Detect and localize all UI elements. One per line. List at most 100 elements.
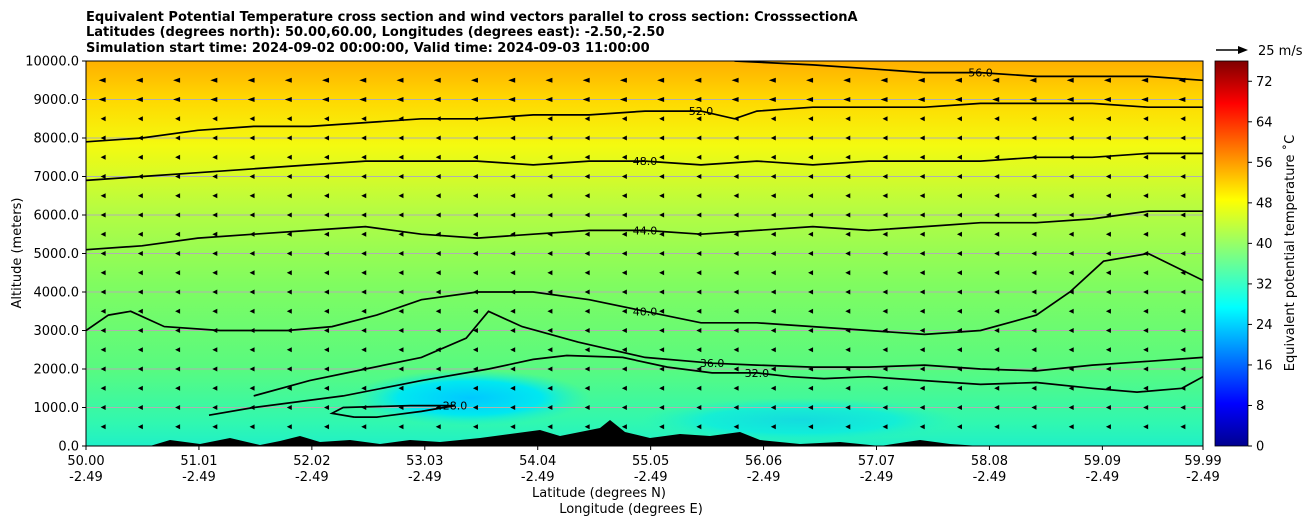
x-tick-label-longitude: -2.49 (747, 470, 781, 485)
wind-vector-icon (808, 251, 814, 256)
wind-vector-icon (733, 174, 739, 179)
contour-label: 56.0 (968, 67, 993, 80)
wind-vector-icon (770, 251, 776, 256)
wind-vector-icon (808, 270, 814, 276)
x-axis-label-latitude: Latitude (degrees N) (532, 486, 666, 501)
wind-vector-icon (322, 97, 330, 102)
wind-vector-icon (510, 174, 516, 179)
wind-vector-icon (584, 135, 590, 141)
wind-vector-icon (361, 385, 367, 391)
wind-vector-icon (435, 328, 441, 333)
wind-vector-icon (361, 251, 367, 256)
wind-vector-icon (1031, 251, 1037, 256)
wind-vector-icon (733, 328, 739, 333)
wind-vector-icon (398, 385, 404, 391)
y-tick-label: 0.0 (58, 440, 79, 455)
wind-vector-icon (1105, 251, 1111, 256)
contour-line (253, 310, 1203, 397)
wind-vector-icon (621, 231, 627, 237)
wind-vector-icon (733, 385, 739, 391)
wind-vector-icon (621, 154, 627, 160)
wind-vector-icon (547, 270, 553, 276)
wind-vector-icon (435, 308, 441, 314)
wind-vector-icon (956, 347, 962, 353)
wind-vector-icon (806, 77, 814, 83)
wind-vector-icon (659, 405, 665, 410)
wind-vector-icon (175, 154, 181, 160)
wind-vector-icon (992, 77, 1000, 83)
wind-vector-icon (621, 116, 627, 122)
wind-vector-icon (286, 347, 292, 353)
wind-vector-icon (286, 251, 292, 256)
wind-vector-icon (845, 174, 851, 179)
cold-core-region-2 (640, 398, 960, 442)
wind-vector-icon (659, 251, 665, 256)
wind-vector-icon (770, 116, 776, 122)
wind-vector-icon (994, 308, 1000, 314)
wind-vector-icon (547, 328, 553, 333)
wind-vector-icon (286, 366, 292, 372)
wind-vector-icon (621, 251, 627, 256)
wind-vector-icon (696, 308, 702, 314)
wind-vector-icon (324, 231, 330, 237)
wind-vector-icon (994, 135, 1000, 141)
wind-vector-icon (696, 212, 702, 218)
wind-vector-icon (510, 424, 516, 430)
wind-vector-icon (361, 308, 367, 314)
wind-vector-icon (361, 193, 367, 199)
wind-vector-icon (137, 308, 143, 314)
x-tick-label-latitude: 58.08 (971, 454, 1008, 469)
wind-vector-icon (696, 424, 702, 430)
wind-vector-icon (249, 347, 255, 353)
wind-vector-icon (1143, 347, 1149, 353)
wind-vector-icon (994, 270, 1000, 276)
wind-vector-icon (956, 270, 962, 276)
contour-line (86, 252, 1203, 336)
wind-vector-icon (212, 347, 218, 353)
wind-vector-icon (770, 308, 776, 314)
wind-vector-icon (1143, 270, 1149, 276)
contour-label: 48.0 (633, 155, 658, 168)
wind-vector-icon (1031, 116, 1037, 122)
wind-vector-icon (100, 251, 106, 256)
x-tick-label-longitude: -2.49 (521, 470, 555, 485)
wind-vector-icon (324, 289, 330, 295)
wind-vector-icon (249, 193, 255, 199)
y-tick-label: 7000.0 (34, 170, 80, 185)
wind-vector-icon (173, 77, 181, 83)
wind-vector-icon (733, 347, 739, 353)
wind-vector-icon (1031, 328, 1037, 333)
wind-vector-icon (584, 154, 590, 160)
wind-vector-icon (547, 251, 553, 256)
colorbar-tick-label: 0 (1256, 440, 1264, 455)
wind-vector-icon (956, 424, 962, 430)
wind-vector-icon (1031, 308, 1037, 314)
wind-vector-icon (435, 366, 441, 372)
wind-vector-icon (249, 154, 255, 160)
wind-vector-icon (472, 251, 478, 256)
wind-vector-icon (324, 328, 330, 333)
wind-vector-icon (845, 135, 851, 141)
wind-vector-icon (994, 193, 1000, 199)
wind-vector-icon (324, 135, 330, 141)
y-tick-label: 6000.0 (34, 209, 80, 224)
wind-vector-icon (1180, 308, 1186, 314)
wind-vector-icon (135, 77, 143, 83)
contour-label: 36.0 (700, 357, 725, 370)
wind-vector-icon (137, 270, 143, 276)
x-tick-label-latitude: 57.07 (858, 454, 895, 469)
wind-vector-icon (696, 193, 702, 199)
wind-vector-icon (919, 251, 925, 256)
wind-vectors (98, 77, 1186, 430)
wind-vector-icon (956, 289, 962, 295)
wind-vector-icon (324, 251, 330, 256)
colorbar-tick-label: 64 (1256, 115, 1273, 130)
wind-vector-icon (324, 193, 330, 199)
wind-vector-icon (1105, 135, 1111, 141)
wind-vector-icon (472, 174, 478, 179)
wind-vector-icon (398, 289, 404, 295)
wind-vector-icon (1105, 405, 1111, 410)
wind-vector-icon (694, 97, 702, 102)
wind-vector-icon (919, 270, 925, 276)
x-tick-label-longitude: -2.49 (1086, 470, 1120, 485)
